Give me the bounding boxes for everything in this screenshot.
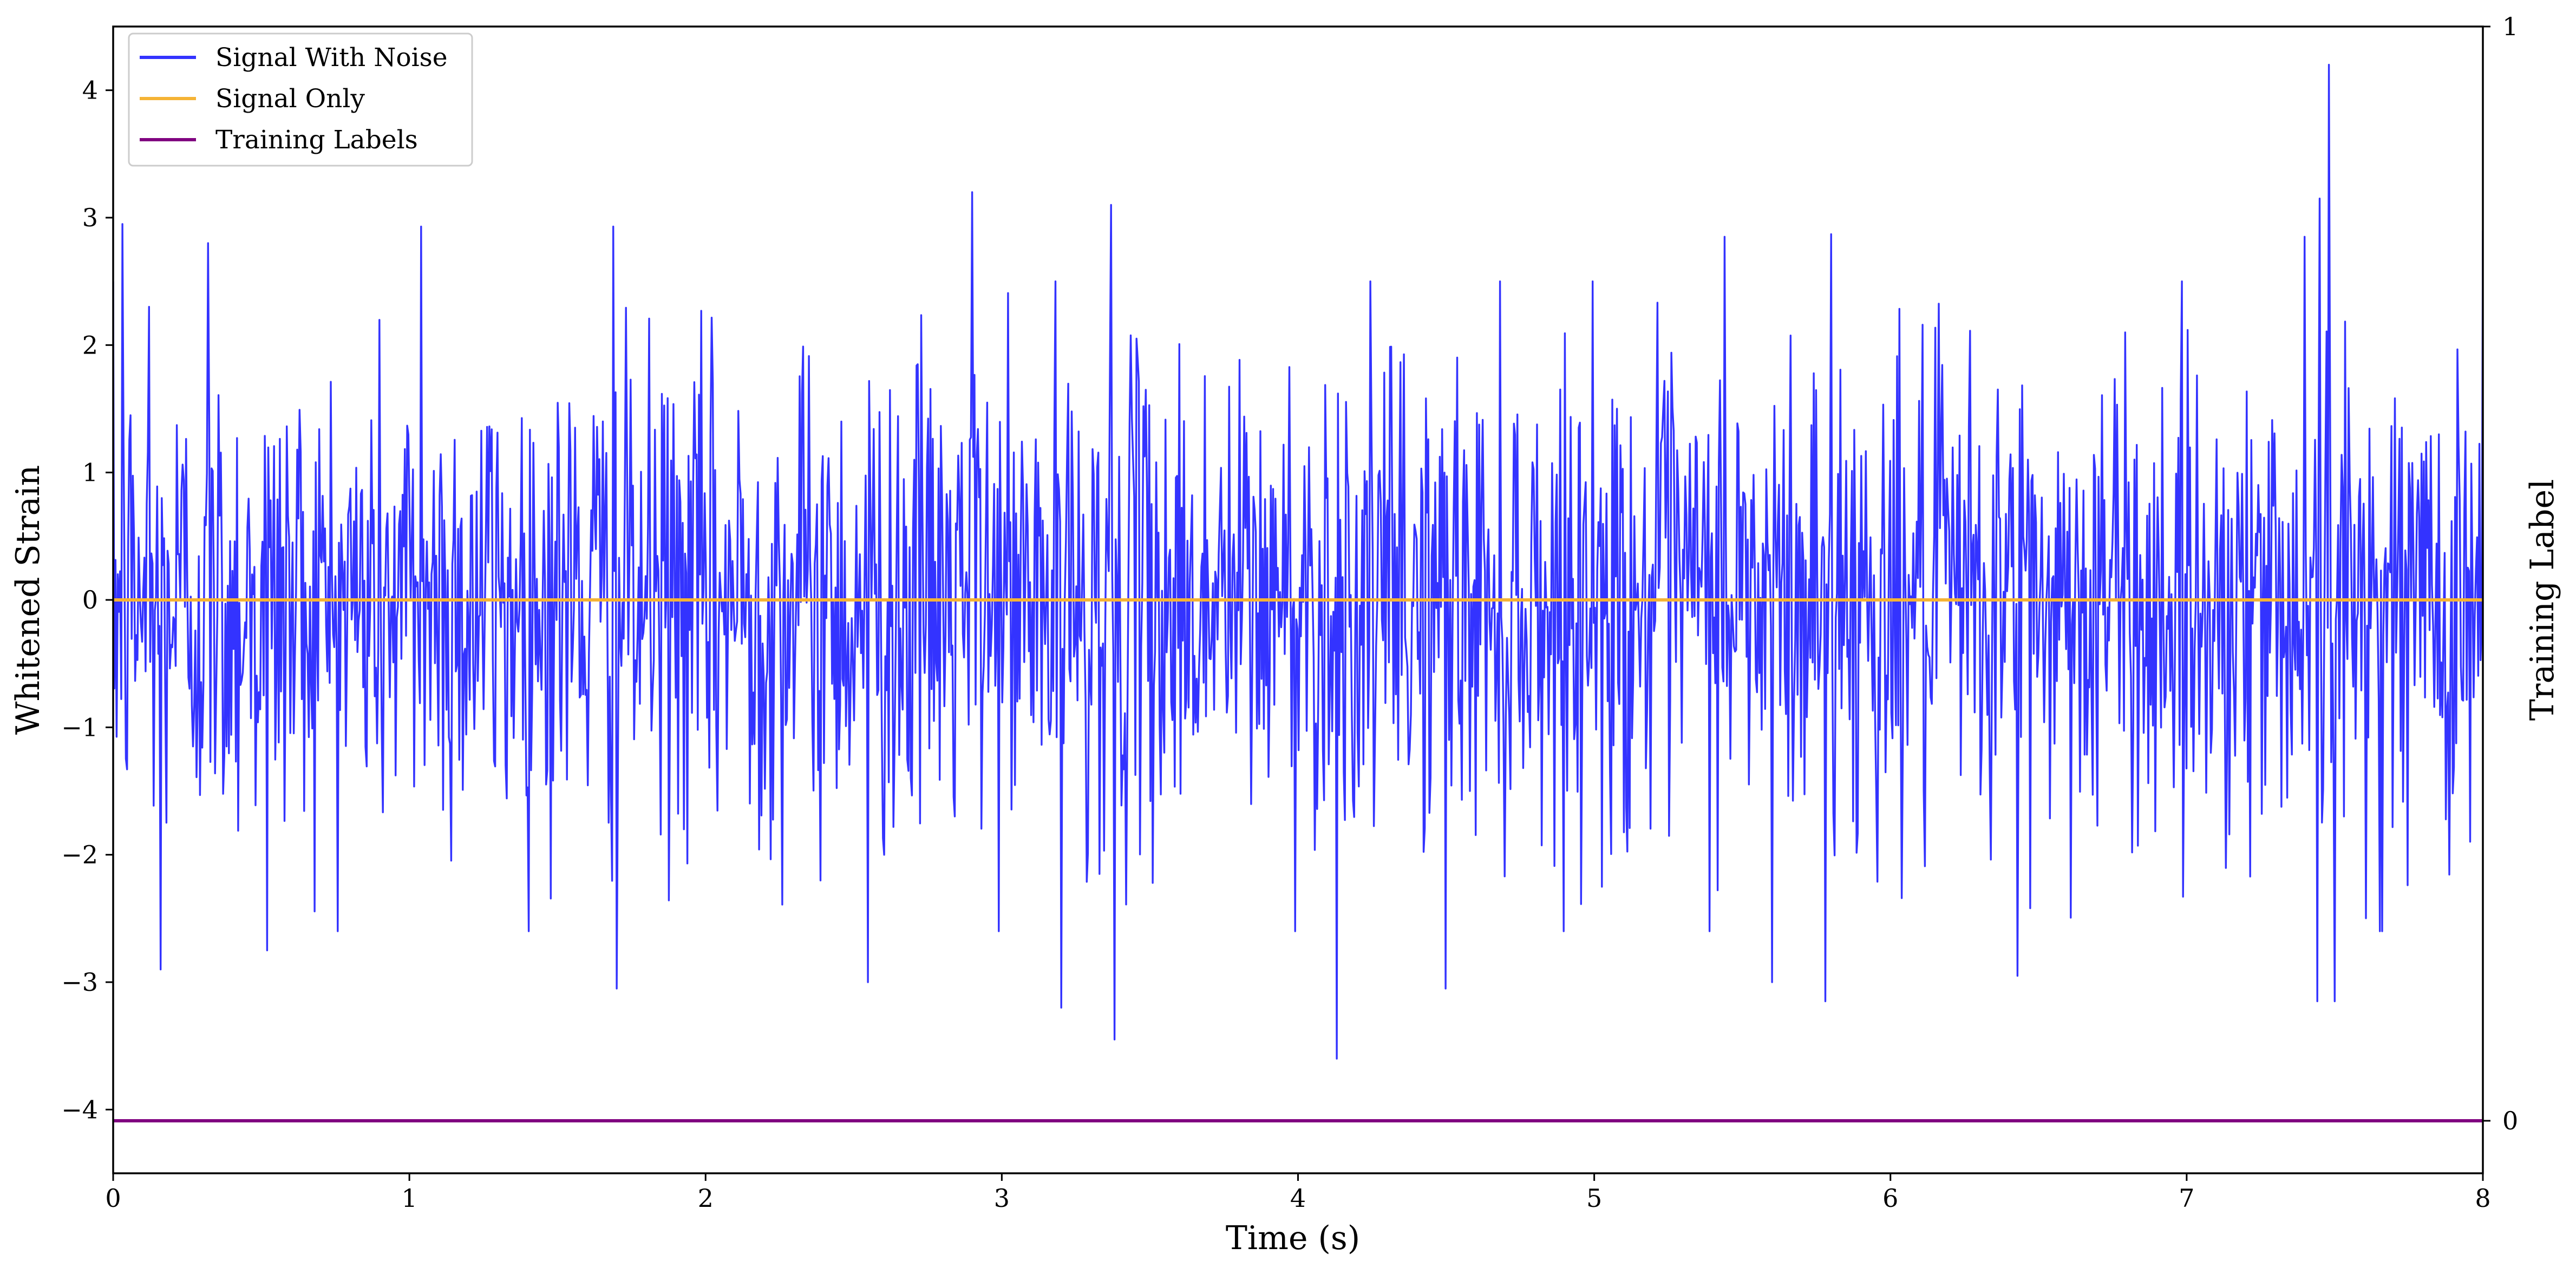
legend-label-signal-only: Signal Only xyxy=(215,84,365,114)
y-tick-label: 4 xyxy=(82,76,98,105)
x-tick-label: 2 xyxy=(698,1184,714,1213)
x-axis: 0 1 2 3 4 5 6 7 8 xyxy=(105,1173,2491,1213)
x-tick-label: 3 xyxy=(994,1184,1010,1213)
x-tick-label: 1 xyxy=(401,1184,417,1213)
y2-tick-label: 1 xyxy=(2502,12,2518,41)
y-tick-label: 0 xyxy=(82,585,98,615)
legend-label-signal-with-noise: Signal With Noise xyxy=(215,43,448,73)
series-signal-with-noise xyxy=(113,63,2483,1060)
y-tick-label: −4 xyxy=(61,1095,98,1124)
y-axis-left: −4 −3 −2 −1 0 1 2 3 4 xyxy=(61,76,113,1124)
legend-label-training-labels: Training Labels xyxy=(215,125,418,155)
y-tick-label: 3 xyxy=(82,203,98,232)
y2-tick-label: 0 xyxy=(2502,1106,2518,1135)
y-tick-label: 1 xyxy=(82,458,98,487)
y-axis-title: Whitened Strain xyxy=(9,465,47,735)
x-tick-label: 5 xyxy=(1586,1184,1602,1213)
legend-box xyxy=(128,32,473,167)
y-tick-label: −1 xyxy=(61,713,98,742)
x-axis-title: Time (s) xyxy=(1226,1219,1360,1257)
x-tick-label: 7 xyxy=(2179,1184,2194,1213)
y-tick-label: 2 xyxy=(82,330,98,360)
y-axis-right: 01 xyxy=(2483,12,2518,1135)
plot-area xyxy=(113,63,2483,1122)
y2-axis-title: Training Label xyxy=(2523,479,2561,721)
legend: Signal With Noise Signal Only Training L… xyxy=(128,32,473,167)
y-tick-label: −3 xyxy=(61,968,98,997)
x-tick-label: 6 xyxy=(1882,1184,1898,1213)
y-tick-label: −2 xyxy=(61,840,98,870)
x-tick-label: 8 xyxy=(2475,1184,2490,1213)
x-tick-label: 0 xyxy=(105,1184,121,1213)
x-tick-label: 4 xyxy=(1290,1184,1306,1213)
